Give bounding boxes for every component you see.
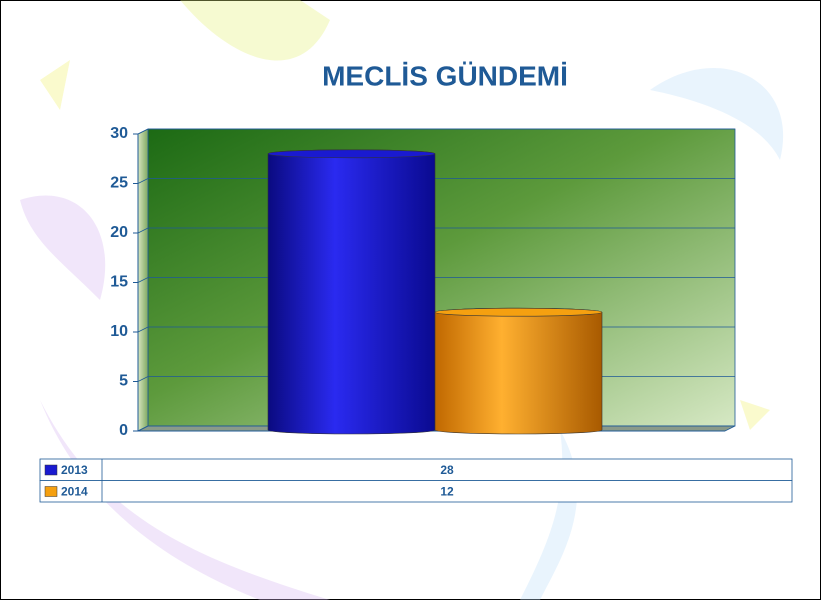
grid-line: [137, 178, 735, 184]
decoration: [20, 0, 784, 600]
y-tick-label: 20: [110, 224, 128, 241]
y-tick-label: 25: [110, 175, 128, 192]
y-tick-label: 30: [110, 125, 128, 142]
legend-key: [44, 486, 58, 497]
legend-label: 2013: [61, 463, 88, 477]
table-row: [39, 480, 793, 503]
data-table: 2013 28 2014 12: [39, 458, 793, 503]
grid-line: [137, 128, 735, 135]
bar-top: [434, 307, 603, 317]
grid-line: [137, 277, 735, 283]
chart-title: MECLİS GÜNDEMİ: [322, 60, 568, 91]
bar: [267, 149, 436, 435]
table-row: [39, 458, 793, 481]
y-tick-label: 10: [110, 323, 128, 340]
table-value: 28: [440, 463, 454, 477]
table-value: 12: [440, 484, 454, 498]
y-tick-label: 15: [110, 274, 128, 291]
legend-key: [44, 464, 58, 476]
grid-line: [137, 227, 735, 234]
y-tick-label: 0: [119, 422, 128, 439]
plot-area: 0 5 10 15 20 25 30: [110, 125, 736, 439]
legend-label: 2014: [61, 484, 88, 498]
y-tick-label: 5: [119, 373, 128, 390]
bar: [434, 307, 603, 435]
bar-top: [267, 149, 436, 159]
